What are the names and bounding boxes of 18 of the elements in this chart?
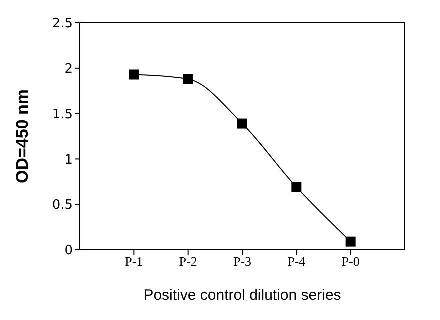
y-tick-label: 0.5: [52, 198, 73, 214]
x-tick-label: P-4: [288, 254, 306, 270]
y-tick-label: 2.5: [52, 16, 73, 32]
y-tick-label: 2: [64, 62, 73, 78]
y-axis-title: OD=450 nm: [13, 89, 32, 184]
point: [292, 182, 302, 192]
x-axis-title: Positive control dilution series: [144, 287, 342, 304]
x-tick-label: P-0: [342, 254, 360, 270]
point: [129, 70, 140, 80]
x-tick-label: P-1: [125, 254, 144, 270]
y-tick-label: 1.5: [52, 107, 73, 122]
point: [238, 118, 248, 129]
x-tick-label: P-2: [179, 254, 198, 270]
x-tick-label: P-3: [233, 254, 252, 270]
y-tick-label: 1: [64, 152, 73, 168]
y-tick-label: 0: [64, 244, 73, 259]
point: [346, 236, 356, 247]
point: [183, 74, 194, 84]
